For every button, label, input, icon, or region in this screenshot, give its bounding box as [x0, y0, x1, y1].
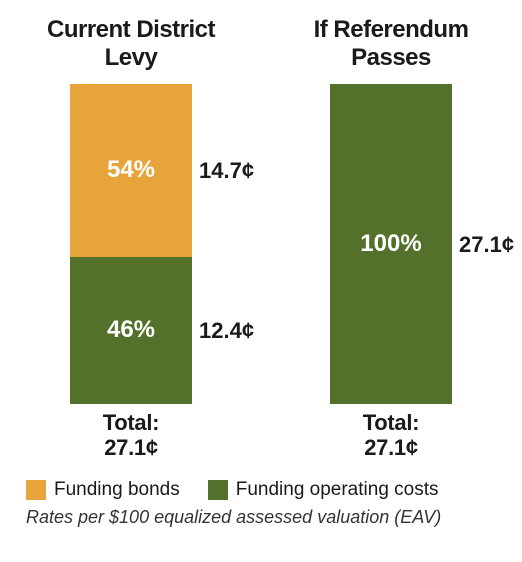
legend: Funding bonds Funding operating costs	[20, 479, 502, 501]
chart-right-title: If Referendum Passes	[281, 8, 501, 80]
legend-item-0: Funding bonds	[26, 479, 180, 501]
chart-left-seg-0: 54%	[70, 84, 192, 257]
chart-left-side-0: 14.7¢	[199, 158, 254, 184]
chart-left-total: Total: 27.1¢	[103, 410, 159, 461]
chart-right-bar-area: 100% 27.1¢	[281, 84, 501, 404]
legend-label-1: Funding operating costs	[236, 479, 439, 501]
chart-left-total-label: Total:	[103, 410, 159, 435]
chart-right-seg-0: 100%	[330, 84, 452, 404]
chart-right-side-0: 27.1¢	[459, 232, 514, 258]
chart-right-total: Total: 27.1¢	[363, 410, 419, 461]
legend-swatch-1	[208, 480, 228, 500]
chart-left-bar: 54% 46%	[70, 84, 192, 404]
chart-left: Current District Levy 54% 46% 14.7¢ 12.4…	[21, 8, 241, 461]
legend-swatch-0	[26, 480, 46, 500]
legend-item-1: Funding operating costs	[208, 479, 439, 501]
charts-row: Current District Levy 54% 46% 14.7¢ 12.4…	[20, 8, 502, 461]
chart-right-bar: 100%	[330, 84, 452, 404]
chart-right-total-label: Total:	[363, 410, 419, 435]
footnote: Rates per $100 equalized assessed valuat…	[20, 507, 502, 528]
chart-left-seg-1: 46%	[70, 257, 192, 404]
chart-right: If Referendum Passes 100% 27.1¢ Total: 2…	[281, 8, 501, 461]
chart-right-total-value: 27.1¢	[364, 435, 418, 460]
legend-label-0: Funding bonds	[54, 479, 180, 501]
chart-left-title: Current District Levy	[21, 8, 241, 80]
chart-left-bar-area: 54% 46% 14.7¢ 12.4¢	[21, 84, 241, 404]
chart-left-total-value: 27.1¢	[104, 435, 158, 460]
chart-left-side-1: 12.4¢	[199, 318, 254, 344]
